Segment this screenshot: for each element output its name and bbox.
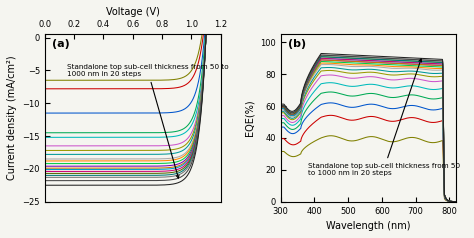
- X-axis label: Wavelength (nm): Wavelength (nm): [326, 221, 410, 231]
- Text: (a): (a): [52, 39, 70, 49]
- Text: Standalone top sub-cell thickness from 50
to 1000 nm in 20 steps: Standalone top sub-cell thickness from 5…: [308, 59, 460, 176]
- Text: (b): (b): [288, 39, 306, 49]
- Text: Standalone top sub-cell thickness from 50 to
1000 nm in 20 steps: Standalone top sub-cell thickness from 5…: [67, 64, 228, 178]
- Y-axis label: EQE(%): EQE(%): [245, 100, 255, 136]
- X-axis label: Voltage (V): Voltage (V): [106, 7, 160, 17]
- Y-axis label: Current density (mA/cm²): Current density (mA/cm²): [7, 56, 17, 180]
